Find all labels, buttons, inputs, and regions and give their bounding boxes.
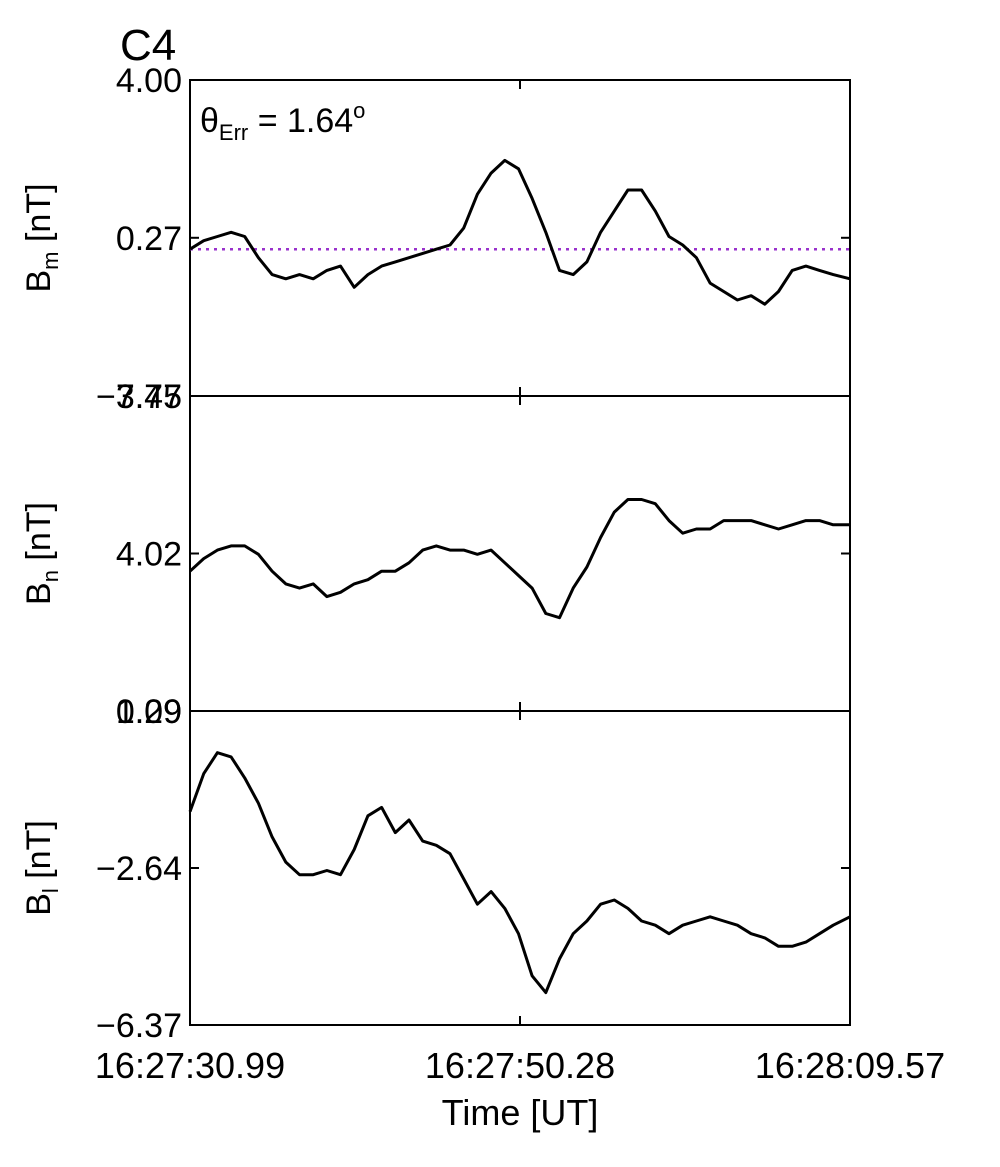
degree-superscript: o bbox=[353, 98, 365, 123]
y-axis-title-unit: [nT] bbox=[20, 502, 58, 570]
x-tick-label: 16:27:30.99 bbox=[95, 1045, 285, 1086]
y-axis-title-unit: [nT] bbox=[20, 183, 58, 251]
theta-value: = 1.64 bbox=[248, 102, 353, 140]
y-tick-label: −2.64 bbox=[96, 850, 182, 888]
y-axis-title-sub: n bbox=[38, 570, 63, 582]
y-axis-title-main: B bbox=[20, 893, 58, 916]
y-tick-label: 1.09 bbox=[116, 693, 182, 731]
panel-frame bbox=[189, 710, 851, 1026]
y-tick-label: 4.00 bbox=[116, 62, 182, 100]
y-tick-label: 7.75 bbox=[116, 378, 182, 416]
x-tick-label: 16:27:50.28 bbox=[425, 1045, 615, 1086]
y-tick-label: −6.37 bbox=[96, 1007, 182, 1045]
panel-frame bbox=[189, 395, 851, 712]
series-line bbox=[189, 158, 851, 306]
theta-subscript: Err bbox=[219, 120, 248, 145]
panel-3: 1.09 −2.64 −6.37 Bl [nT] bbox=[20, 693, 851, 1045]
y-axis-title-main: B bbox=[20, 270, 58, 293]
y-axis-title-unit: [nT] bbox=[20, 820, 58, 888]
y-tick-label: −3.47 bbox=[96, 378, 182, 416]
y-axis-title-sub: l bbox=[38, 888, 63, 893]
y-tick-label: 0.29 bbox=[116, 693, 182, 731]
x-axis-title: Time [UT] bbox=[442, 1092, 599, 1133]
series-line bbox=[188, 498, 850, 620]
y-axis-title: Bl [nT] bbox=[20, 820, 63, 916]
y-tick-label: 4.02 bbox=[116, 536, 182, 574]
panel-2: 7.75 4.02 0.29 Bn [nT] bbox=[20, 378, 851, 731]
series-line bbox=[188, 751, 851, 995]
x-tick-label: 16:28:09.57 bbox=[755, 1045, 945, 1086]
y-axis-title-main: B bbox=[20, 582, 58, 605]
y-axis-title: Bn [nT] bbox=[20, 502, 63, 605]
y-axis-title: Bm [nT] bbox=[20, 183, 63, 292]
error-angle-annotation: θErr = 1.64o bbox=[200, 98, 365, 145]
figure-title: C4 bbox=[120, 21, 176, 70]
panel-1: 4.00 0.27 −3.47 Bm [nT] bbox=[20, 62, 851, 416]
y-tick-label: 0.27 bbox=[116, 220, 182, 258]
y-axis-title-sub: m bbox=[38, 252, 63, 270]
theta-symbol: θ bbox=[200, 102, 219, 140]
